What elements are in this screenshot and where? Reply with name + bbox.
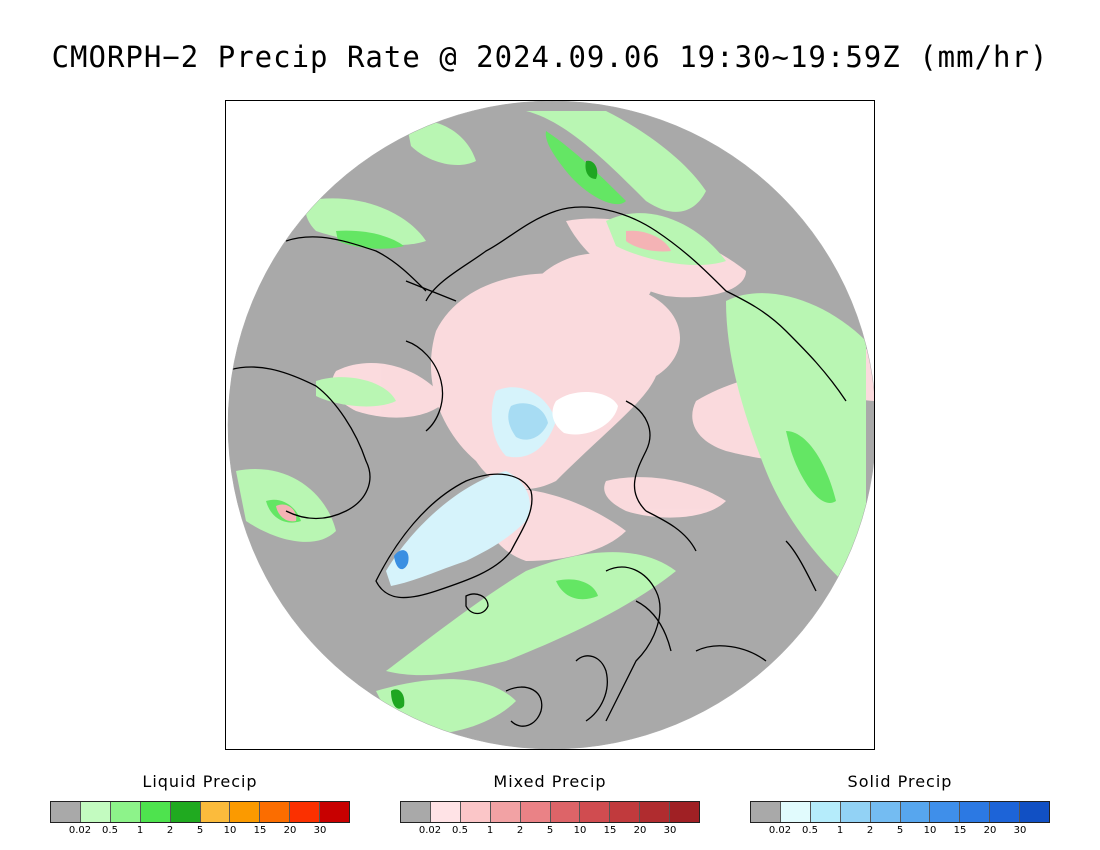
mixed-precip-moderate xyxy=(276,504,297,522)
color-swatch xyxy=(610,802,641,822)
tick-label: 20 xyxy=(983,825,997,836)
color-swatch xyxy=(320,802,350,822)
color-bar xyxy=(50,801,350,823)
color-swatch xyxy=(960,802,991,822)
tick-label: 30 xyxy=(1013,825,1027,836)
color-swatch xyxy=(401,802,431,822)
color-swatch xyxy=(200,802,231,822)
tick-label: 0.5 xyxy=(452,825,468,836)
tick-label: 20 xyxy=(283,825,297,836)
map-title: CMORPH−2 Precip Rate @ 2024.09.06 19:30~… xyxy=(51,40,1049,74)
color-swatch xyxy=(751,802,781,822)
tick-label: 30 xyxy=(663,825,677,836)
legend-liquid: Liquid Precip 0.02 0.5 1 2 5 10 15 20 30 xyxy=(50,772,350,837)
tick-label: 5 xyxy=(896,825,904,836)
tick-label: 1 xyxy=(136,825,144,836)
color-swatch xyxy=(640,802,671,822)
tick-label: 0.5 xyxy=(102,825,118,836)
color-swatch xyxy=(780,802,811,822)
color-swatch xyxy=(51,802,81,822)
tick-label: 0.02 xyxy=(68,825,92,836)
tick-label: 0.02 xyxy=(418,825,442,836)
color-swatch xyxy=(80,802,111,822)
coastlines xyxy=(228,206,847,727)
tick-label: 0.5 xyxy=(802,825,818,836)
color-swatch xyxy=(430,802,461,822)
tick-label: 15 xyxy=(603,825,617,836)
tick-label: 1 xyxy=(486,825,494,836)
tick-label: 15 xyxy=(253,825,267,836)
color-swatch xyxy=(170,802,201,822)
color-swatch xyxy=(460,802,491,822)
tick-label: 5 xyxy=(546,825,554,836)
legend-title: Mixed Precip xyxy=(493,772,607,791)
polar-map xyxy=(225,100,875,750)
legend-title: Solid Precip xyxy=(847,772,953,791)
color-swatch xyxy=(870,802,901,822)
tick-label: 10 xyxy=(573,825,587,836)
color-swatch xyxy=(230,802,261,822)
tick-label: 0.02 xyxy=(768,825,792,836)
tick-label: 30 xyxy=(313,825,327,836)
color-swatch xyxy=(900,802,931,822)
legend-solid: Solid Precip 0.02 0.5 1 2 5 10 15 20 30 xyxy=(750,772,1050,837)
color-swatch xyxy=(840,802,871,822)
tick-row: 0.02 0.5 1 2 5 10 15 20 30 xyxy=(750,823,1050,837)
tick-label: 20 xyxy=(633,825,647,836)
globe-outline xyxy=(227,101,874,749)
color-swatch xyxy=(520,802,551,822)
tick-label: 2 xyxy=(866,825,874,836)
tick-label: 10 xyxy=(923,825,937,836)
solid-precip-regions xyxy=(386,387,556,586)
color-swatch xyxy=(990,802,1021,822)
tick-row: 0.02 0.5 1 2 5 10 15 20 30 xyxy=(400,823,700,837)
tick-row: 0.02 0.5 1 2 5 10 15 20 30 xyxy=(50,823,350,837)
color-swatch xyxy=(580,802,611,822)
tick-label: 2 xyxy=(516,825,524,836)
color-bar xyxy=(750,801,1050,823)
tick-label: 10 xyxy=(223,825,237,836)
color-swatch xyxy=(670,802,700,822)
color-swatch xyxy=(260,802,291,822)
tick-label: 1 xyxy=(836,825,844,836)
color-swatch xyxy=(140,802,171,822)
legend-title: Liquid Precip xyxy=(142,772,258,791)
color-swatch xyxy=(810,802,841,822)
tick-label: 5 xyxy=(196,825,204,836)
liquid-precip-intense xyxy=(391,160,598,709)
mixed-precip-moderate xyxy=(626,230,671,252)
color-bar xyxy=(400,801,700,823)
legend-mixed: Mixed Precip 0.02 0.5 1 2 5 10 15 20 30 xyxy=(400,772,700,837)
color-swatch xyxy=(110,802,141,822)
tick-label: 15 xyxy=(953,825,967,836)
color-swatch xyxy=(490,802,521,822)
color-swatch xyxy=(1020,802,1050,822)
tick-label: 2 xyxy=(166,825,174,836)
color-swatch xyxy=(290,802,321,822)
color-swatch xyxy=(550,802,581,822)
polar-cap-white xyxy=(552,391,618,435)
color-swatch xyxy=(930,802,961,822)
